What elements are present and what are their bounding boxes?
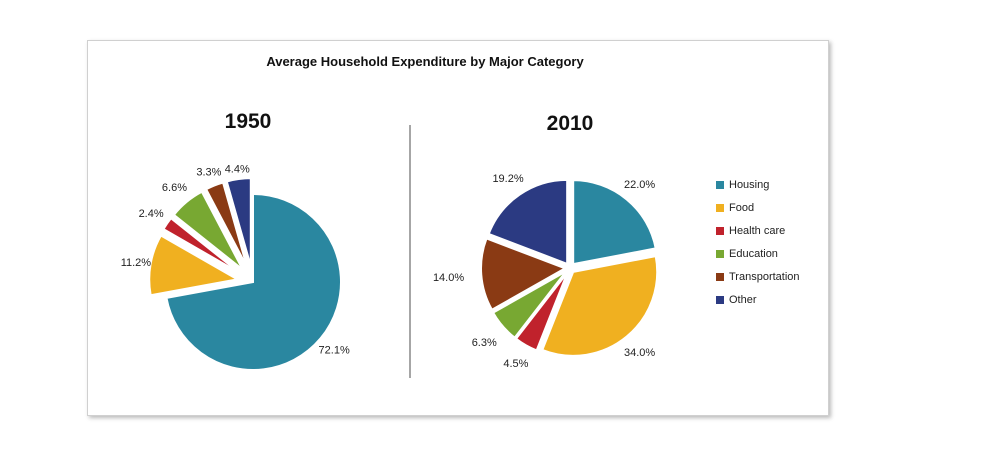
data-label: 4.4% bbox=[225, 164, 250, 176]
data-label: 3.3% bbox=[196, 167, 221, 179]
legend: Housing Food Health care Education Transport… bbox=[716, 173, 800, 311]
data-label: 6.6% bbox=[162, 182, 187, 194]
legend-swatch bbox=[716, 249, 724, 258]
data-label: 72.1% bbox=[319, 345, 350, 357]
data-label: 11.2% bbox=[121, 257, 152, 269]
pie-slice-2010-housing bbox=[572, 179, 657, 266]
data-label: 14.0% bbox=[433, 272, 464, 284]
legend-swatch bbox=[716, 272, 724, 281]
pie-slice-2010-food bbox=[540, 254, 659, 357]
legend-label: Other bbox=[729, 293, 757, 306]
legend-item: Education bbox=[716, 242, 800, 265]
pie-title-2010: 2010 bbox=[546, 112, 594, 135]
legend-swatch bbox=[716, 226, 724, 235]
data-label: 2.4% bbox=[139, 208, 164, 220]
data-label: 4.5% bbox=[503, 358, 528, 370]
pie-slice-2010-other bbox=[487, 178, 569, 266]
pie-slice-1950-food bbox=[148, 234, 241, 297]
legend-item: Health care bbox=[716, 219, 800, 242]
data-label: 19.2% bbox=[492, 173, 523, 185]
legend-item: Other bbox=[716, 288, 800, 311]
legend-swatch bbox=[716, 180, 724, 189]
pie-slice-1950-transportation bbox=[204, 181, 249, 268]
legend-item: Transportation bbox=[716, 265, 800, 288]
pie-slice-2010-education bbox=[491, 270, 568, 340]
pie-slice-1950-housing bbox=[165, 192, 342, 371]
data-label: 34.0% bbox=[624, 347, 655, 359]
pie-slice-1950-education bbox=[172, 190, 244, 271]
pie-title-1950: 1950 bbox=[224, 110, 272, 133]
legend-label: Transportation bbox=[729, 270, 800, 283]
pie-slice-1950-other bbox=[225, 177, 252, 267]
legend-swatch bbox=[716, 295, 724, 304]
pie-slice-1950-health-care bbox=[162, 216, 241, 274]
data-label: 6.3% bbox=[472, 337, 497, 349]
legend-item: Housing bbox=[716, 173, 800, 196]
legend-label: Health care bbox=[729, 224, 786, 237]
legend-label: Education bbox=[729, 247, 778, 260]
legend-item: Food bbox=[716, 196, 800, 219]
pie-slice-2010-transportation bbox=[480, 237, 568, 312]
legend-swatch bbox=[716, 203, 724, 212]
legend-label: Housing bbox=[729, 178, 770, 191]
legend-label: Food bbox=[729, 201, 755, 214]
data-label: 22.0% bbox=[624, 179, 655, 191]
chart-title: Average Household Expenditure by Major C… bbox=[266, 54, 584, 69]
pie-slice-2010-health-care bbox=[514, 271, 569, 352]
